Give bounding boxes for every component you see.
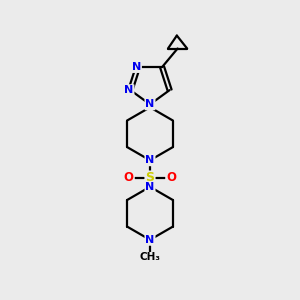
Text: O: O (166, 172, 176, 184)
Text: CH₃: CH₃ (140, 253, 160, 262)
Text: N: N (124, 85, 134, 95)
Text: N: N (146, 155, 154, 165)
Text: O: O (124, 172, 134, 184)
Text: N: N (146, 99, 154, 110)
Text: N: N (146, 182, 154, 192)
Text: S: S (146, 172, 154, 184)
Text: N: N (146, 235, 154, 245)
Text: N: N (132, 62, 141, 72)
